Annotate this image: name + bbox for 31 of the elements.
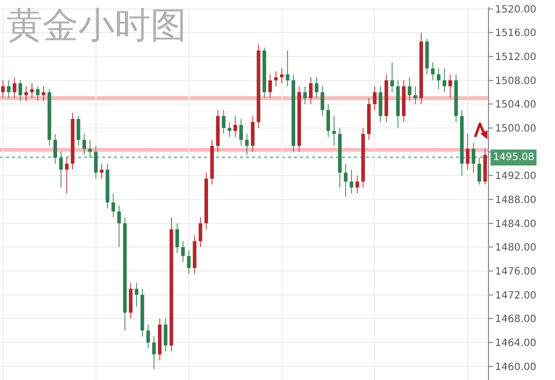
candlestick	[414, 86, 418, 104]
y-tick-label: 1512.00	[495, 52, 536, 63]
y-tick-label: 1476.00	[495, 266, 536, 278]
candlestick	[134, 282, 138, 307]
y-tick-label: 1484.00	[495, 218, 536, 230]
y-tick-label: 1488.00	[495, 194, 536, 206]
y-tick-label: 1480.00	[495, 242, 536, 254]
ref-line-label: 1495.08	[493, 152, 534, 163]
candlestick	[442, 68, 446, 92]
candlestick	[332, 116, 336, 146]
candlestick	[228, 122, 232, 137]
candlestick	[42, 86, 46, 102]
candlestick	[274, 71, 278, 86]
y-tick-label: 1520.00	[495, 4, 536, 16]
candlestick	[30, 83, 34, 98]
y-tick-label: 1464.00	[495, 338, 536, 349]
chart-title: 黄金小时图	[6, 5, 187, 46]
y-tick-label: 1460.00	[495, 362, 536, 373]
y-tick-label: 1500.00	[495, 123, 536, 134]
y-tick-label: 1468.00	[495, 314, 536, 326]
candlestick	[88, 140, 92, 158]
candlestick	[350, 170, 354, 194]
y-tick-label: 1472.00	[495, 290, 536, 302]
y-tick-label: 1504.00	[495, 100, 536, 111]
y-tick-label: 1508.00	[495, 76, 536, 87]
candlestick	[245, 134, 249, 155]
candlestick	[286, 50, 290, 86]
candlestick	[117, 205, 121, 248]
y-tick-label: 1492.00	[495, 171, 536, 182]
candlestick	[436, 68, 440, 90]
y-tick-label: 1516.00	[495, 28, 536, 40]
